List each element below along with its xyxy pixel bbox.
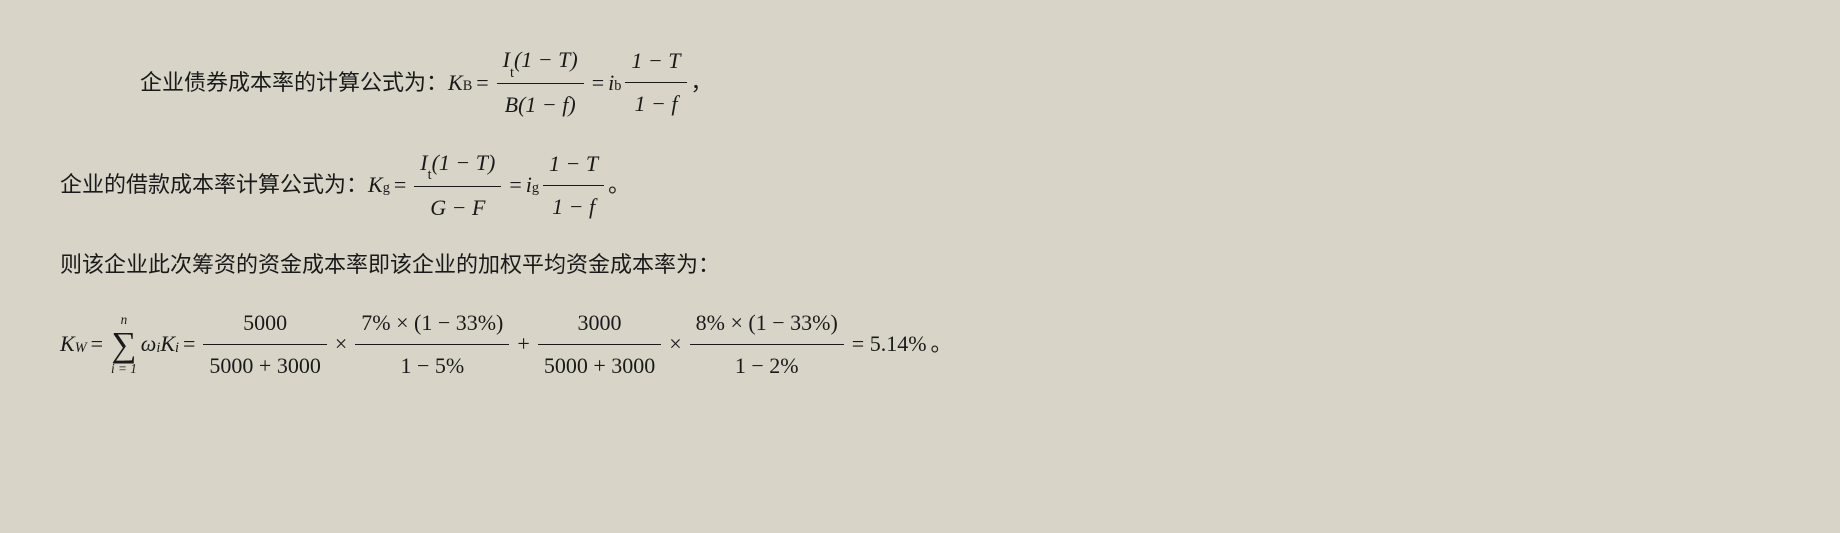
formula-wacc: KW = n ∑ i = 1 ωi Ki = 5000 5000 + 3000 …	[60, 303, 953, 385]
text-wacc-intro: 则该企业此次筹资的资金成本率即该企业的加权平均资金成本率为：	[60, 245, 1780, 285]
formula-line-bond-cost: 企业债券成本率的计算公式为： KB = It(1 − T) B(1 − f) =…	[140, 40, 1780, 125]
formula-bond: KB = It(1 − T) B(1 − f) = ib 1 − T 1 − f…	[448, 40, 713, 125]
label-loan-cost: 企业的借款成本率计算公式为：	[60, 165, 368, 205]
label-bond-cost: 企业债券成本率的计算公式为：	[140, 63, 448, 103]
formula-line-wacc: KW = n ∑ i = 1 ωi Ki = 5000 5000 + 3000 …	[60, 303, 1780, 385]
formula-loan: Kg = It(1 − T) G − F = ig 1 − T 1 − f 。	[368, 143, 630, 228]
sigma-icon: n ∑ i = 1	[111, 313, 137, 375]
formula-line-loan-cost: 企业的借款成本率计算公式为： Kg = It(1 − T) G − F = ig…	[60, 143, 1780, 228]
